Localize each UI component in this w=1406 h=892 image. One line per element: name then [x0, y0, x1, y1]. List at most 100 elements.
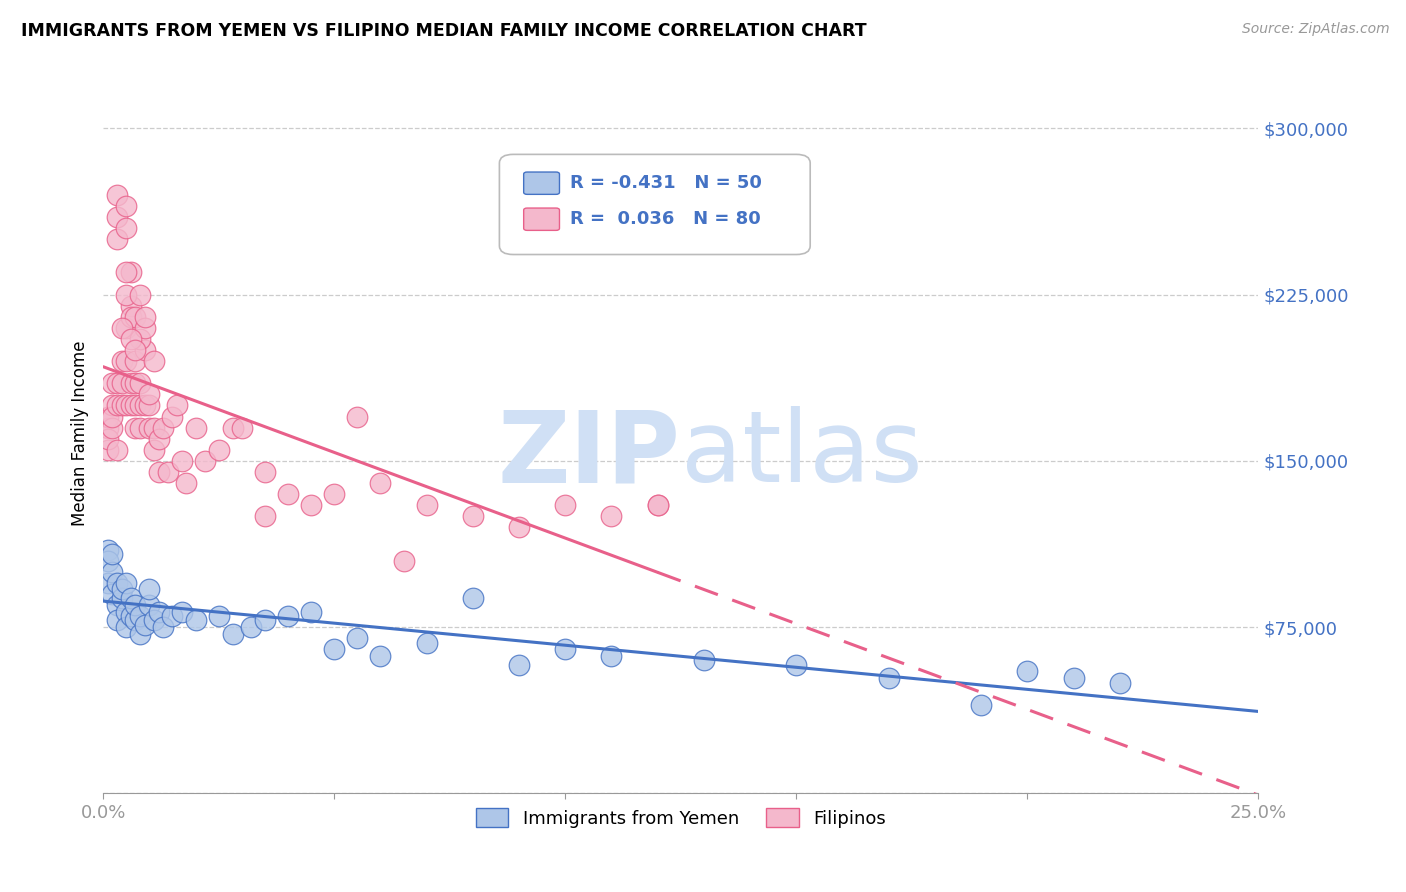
- Point: [240, 620, 263, 634]
- Point: [101, 376, 124, 391]
- Point: [1063, 671, 1085, 685]
- Point: [162, 409, 184, 424]
- Point: [110, 591, 132, 606]
- Point: [299, 605, 322, 619]
- Point: [129, 399, 152, 413]
- Point: [184, 420, 207, 434]
- Point: [124, 598, 146, 612]
- Point: [647, 498, 669, 512]
- Point: [600, 509, 623, 524]
- Point: [101, 587, 124, 601]
- Point: [166, 399, 188, 413]
- Point: [208, 442, 231, 457]
- Point: [138, 582, 160, 597]
- Point: [148, 465, 170, 479]
- Text: R = -0.431   N = 50: R = -0.431 N = 50: [569, 174, 762, 192]
- Point: [392, 553, 415, 567]
- Point: [693, 653, 716, 667]
- Point: [97, 553, 120, 567]
- Point: [415, 498, 437, 512]
- Point: [105, 598, 128, 612]
- Point: [370, 476, 392, 491]
- Point: [115, 575, 138, 590]
- Point: [101, 565, 124, 579]
- Point: [143, 614, 166, 628]
- Point: [129, 376, 152, 391]
- Point: [120, 310, 142, 324]
- Point: [877, 671, 900, 685]
- Point: [143, 354, 166, 368]
- Text: ZIP: ZIP: [498, 406, 681, 503]
- Point: [120, 332, 142, 346]
- Point: [101, 399, 124, 413]
- Point: [554, 642, 576, 657]
- Point: [346, 631, 368, 645]
- Text: atlas: atlas: [681, 406, 922, 503]
- Point: [785, 657, 807, 672]
- Point: [110, 354, 132, 368]
- Point: [105, 442, 128, 457]
- Point: [134, 310, 156, 324]
- Point: [323, 642, 346, 657]
- Point: [299, 498, 322, 512]
- Point: [138, 387, 160, 401]
- Point: [170, 605, 193, 619]
- Point: [554, 498, 576, 512]
- Point: [105, 575, 128, 590]
- Point: [647, 498, 669, 512]
- Point: [208, 609, 231, 624]
- Point: [115, 287, 138, 301]
- Text: Source: ZipAtlas.com: Source: ZipAtlas.com: [1241, 22, 1389, 37]
- Point: [97, 575, 120, 590]
- Point: [124, 614, 146, 628]
- Point: [97, 542, 120, 557]
- Point: [120, 609, 142, 624]
- Point: [970, 698, 993, 712]
- Point: [508, 520, 530, 534]
- Point: [184, 614, 207, 628]
- Point: [138, 420, 160, 434]
- Point: [120, 265, 142, 279]
- Point: [97, 420, 120, 434]
- Point: [148, 605, 170, 619]
- Point: [105, 399, 128, 413]
- Y-axis label: Median Family Income: Median Family Income: [72, 341, 89, 526]
- Point: [115, 354, 138, 368]
- Point: [105, 210, 128, 224]
- Point: [461, 591, 484, 606]
- Point: [124, 343, 146, 357]
- Point: [129, 287, 152, 301]
- Point: [600, 648, 623, 663]
- Point: [253, 509, 276, 524]
- Point: [323, 487, 346, 501]
- Point: [461, 509, 484, 524]
- Point: [120, 591, 142, 606]
- Point: [143, 442, 166, 457]
- Point: [162, 609, 184, 624]
- Point: [129, 420, 152, 434]
- Point: [124, 376, 146, 391]
- Point: [101, 547, 124, 561]
- Point: [134, 321, 156, 335]
- Point: [170, 454, 193, 468]
- Point: [253, 465, 276, 479]
- Point: [110, 376, 132, 391]
- Point: [97, 432, 120, 446]
- Text: R =  0.036   N = 80: R = 0.036 N = 80: [569, 211, 761, 228]
- Point: [129, 332, 152, 346]
- Point: [124, 354, 146, 368]
- Point: [152, 620, 174, 634]
- Point: [176, 476, 198, 491]
- Point: [1108, 675, 1130, 690]
- Point: [115, 321, 138, 335]
- Point: [143, 420, 166, 434]
- Point: [1017, 665, 1039, 679]
- FancyBboxPatch shape: [523, 208, 560, 230]
- Text: IMMIGRANTS FROM YEMEN VS FILIPINO MEDIAN FAMILY INCOME CORRELATION CHART: IMMIGRANTS FROM YEMEN VS FILIPINO MEDIAN…: [21, 22, 866, 40]
- Point: [105, 376, 128, 391]
- Point: [120, 399, 142, 413]
- Point: [124, 399, 146, 413]
- Point: [415, 635, 437, 649]
- Point: [134, 618, 156, 632]
- Point: [138, 598, 160, 612]
